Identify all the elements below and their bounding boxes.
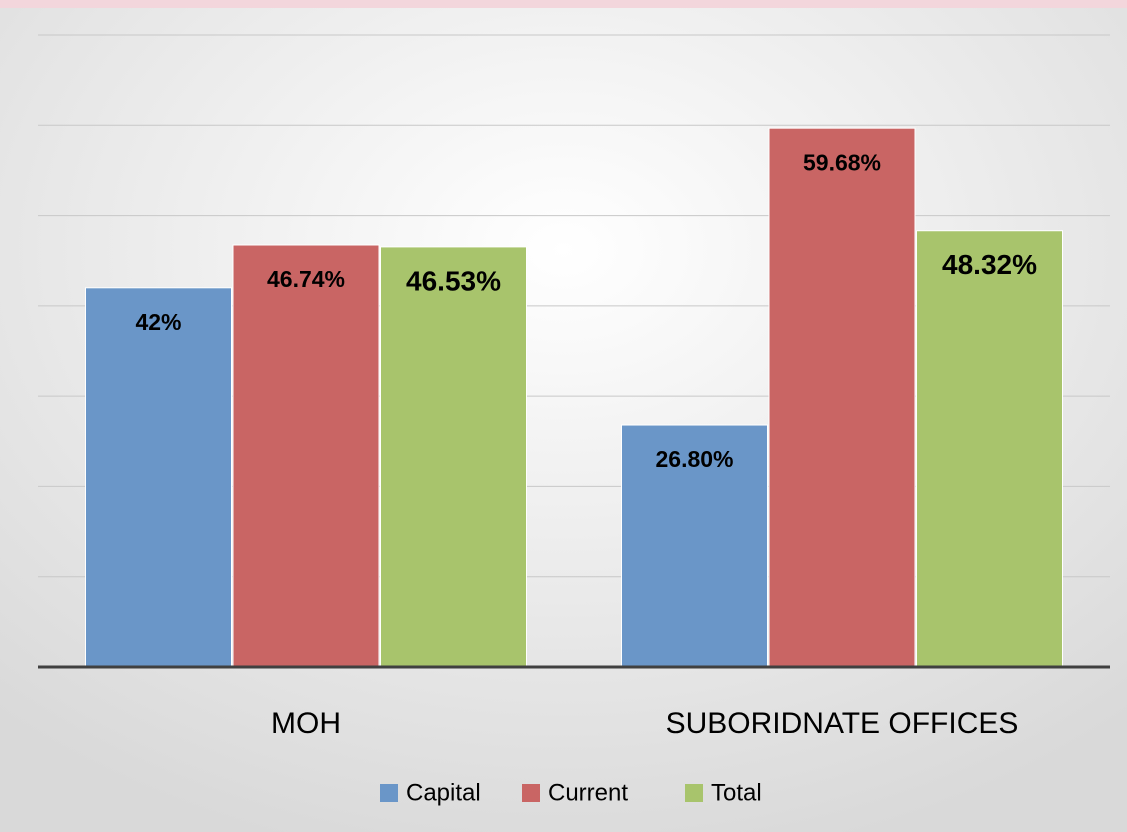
x-tick-label: MOH: [271, 707, 341, 740]
legend-swatch: [522, 784, 540, 802]
legend-label: Current: [548, 779, 628, 806]
x-tick-label: SUBORIDNATE OFFICES: [666, 707, 1019, 740]
data-label: 59.68%: [803, 149, 881, 175]
bar: [232, 244, 380, 668]
data-label: 46.74%: [267, 266, 345, 292]
bar: [85, 287, 232, 668]
legend-swatch: [380, 784, 398, 802]
legend-label: Total: [711, 779, 762, 806]
bar: [380, 246, 527, 668]
top-strip: [0, 0, 1127, 8]
legend-swatch: [685, 784, 703, 802]
data-label: 48.32%: [942, 249, 1037, 280]
legend-label: Capital: [406, 779, 481, 806]
data-label: 42%: [135, 309, 181, 335]
bar: [621, 424, 768, 668]
data-label: 26.80%: [655, 446, 733, 472]
data-label: 46.53%: [406, 265, 501, 296]
bar: [916, 230, 1063, 668]
bar: [768, 127, 916, 668]
